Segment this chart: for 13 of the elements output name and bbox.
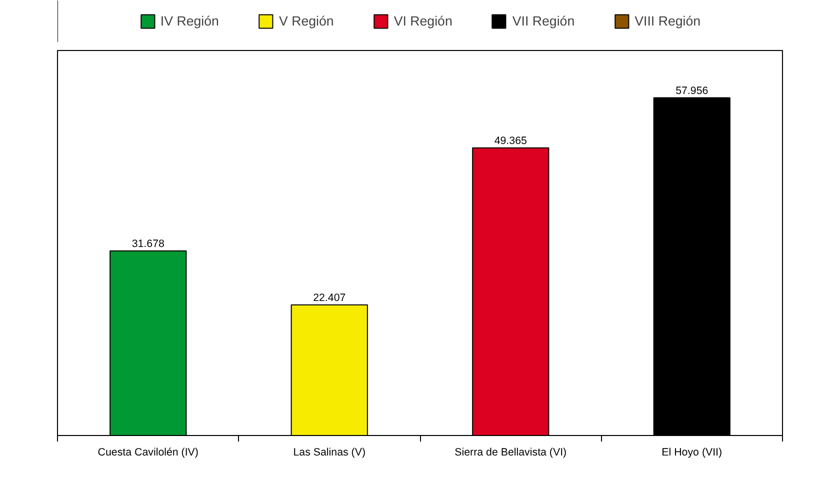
x-tick-label: Sierra de Bellavista (VI) — [454, 446, 567, 458]
legend-label: VIII Región — [634, 14, 701, 28]
legend-label: VI Región — [394, 14, 452, 28]
data-label: 22.407 — [313, 292, 346, 304]
data-label: 57.956 — [676, 84, 708, 97]
legend-label: IV Región — [160, 14, 219, 28]
x-tick-label: Las Salinas (V) — [293, 446, 366, 458]
legend-label: V Región — [278, 14, 334, 28]
x-tick-label: Cuesta Cavilolén (IV) — [98, 446, 198, 458]
x-tick-label: El Hoyo (VII) — [662, 446, 722, 458]
legend-label: VII Región — [512, 14, 575, 28]
data-label: 31.678 — [132, 238, 164, 250]
data-label: 49.365 — [494, 134, 527, 147]
